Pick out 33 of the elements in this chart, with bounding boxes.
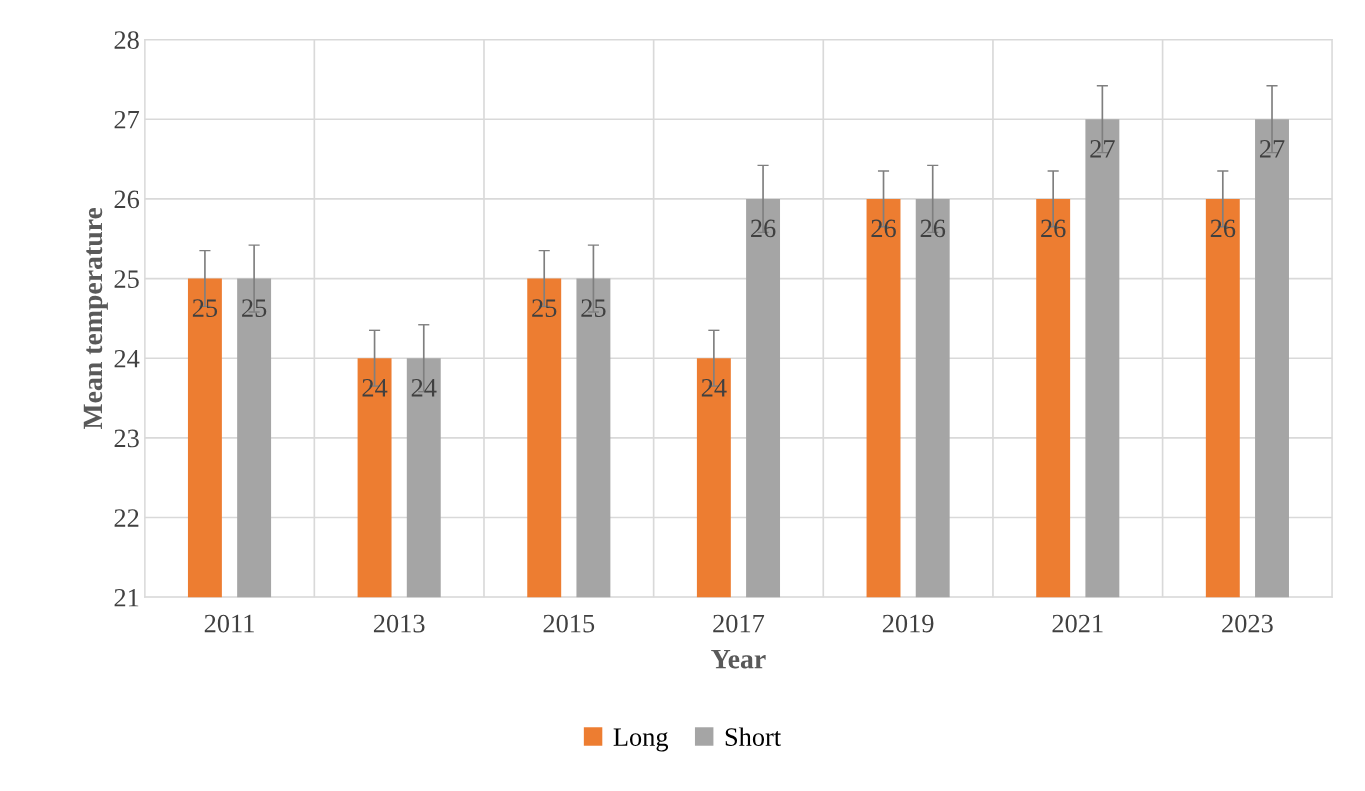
- data-label: 26: [1210, 219, 1236, 238]
- y-tick-label: 26: [114, 190, 140, 209]
- data-label: 27: [1090, 139, 1115, 158]
- x-axis-title: Year: [711, 650, 766, 669]
- y-tick-label: 27: [114, 110, 140, 129]
- data-label: 25: [581, 299, 606, 318]
- y-tick-label: 21: [114, 588, 139, 607]
- x-tick-label: 2023: [1222, 614, 1273, 633]
- data-label: 24: [362, 378, 388, 397]
- data-label: 26: [751, 219, 776, 238]
- y-axis-title: Mean temperature: [83, 207, 108, 430]
- legend-label: Long: [613, 728, 669, 752]
- y-tick-label: 25: [114, 270, 139, 288]
- data-label: 25: [532, 299, 557, 318]
- x-tick-label: 2011: [204, 614, 254, 633]
- data-label: 24: [701, 378, 727, 397]
- x-tick-label: 2015: [543, 614, 595, 633]
- data-label: 26: [871, 219, 896, 238]
- legend-label: Short: [725, 727, 782, 746]
- data-label: 25: [242, 299, 267, 318]
- y-tick-label: 24: [114, 349, 140, 368]
- x-tick-label: 2019: [882, 614, 934, 633]
- x-tick-label: 2017: [713, 614, 765, 633]
- y-tick-label: 28: [114, 31, 139, 49]
- data-label: 27: [1259, 139, 1285, 158]
- y-tick-label: 22: [114, 509, 139, 527]
- x-tick-label: 2021: [1052, 614, 1103, 633]
- x-tick-label: 2013: [373, 614, 425, 633]
- data-label: 24: [411, 378, 437, 397]
- data-label: 25: [192, 299, 218, 318]
- data-label: 26: [920, 219, 946, 238]
- data-label: 26: [1041, 219, 1066, 238]
- y-tick-label: 23: [114, 429, 139, 448]
